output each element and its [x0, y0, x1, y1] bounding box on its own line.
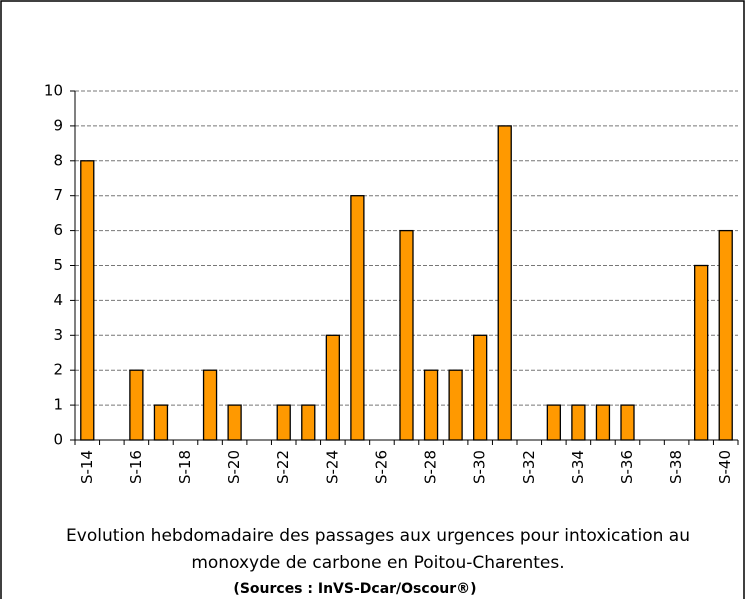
y-tick-label: 2: [53, 361, 63, 379]
y-tick-label: 7: [53, 186, 63, 204]
source: (Sources : InVS-Dcar/Oscour®): [233, 581, 476, 597]
x-tick-label: S-22: [274, 450, 292, 484]
bar: [227, 404, 242, 441]
y-tick-label: 10: [44, 82, 63, 100]
x-tick-label: S-20: [225, 450, 243, 484]
bar: [473, 334, 488, 441]
x-tick-label: S-18: [176, 450, 194, 484]
bar: [350, 195, 365, 441]
x-tick-label: S-28: [422, 450, 440, 484]
x-tick-label: S-36: [618, 450, 636, 484]
y-tick-label: 3: [53, 326, 63, 344]
bar: [423, 369, 439, 441]
bar: [325, 334, 340, 441]
bar: [546, 404, 561, 441]
bar: [276, 404, 291, 441]
bar: [129, 369, 144, 441]
x-tick-label: S-34: [569, 450, 587, 484]
bar: [571, 404, 586, 441]
x-tick-label: S-38: [667, 450, 685, 484]
x-tick-label: S-14: [78, 450, 96, 484]
bar: [80, 160, 95, 441]
bar: [718, 229, 733, 441]
y-tick-label: 9: [53, 116, 63, 134]
x-tick-label: S-24: [323, 450, 341, 484]
x-tick-label: S-16: [127, 450, 145, 484]
y-tick-label: 5: [53, 256, 63, 274]
bar: [153, 404, 169, 441]
x-tick-label: S-26: [372, 450, 390, 484]
bar: [448, 369, 463, 441]
x-tick-label: S-40: [716, 450, 734, 484]
x-tick-label: S-32: [520, 450, 538, 484]
bar: [694, 264, 709, 441]
y-tick-label: 0: [53, 431, 63, 449]
caption-line: Evolution hebdomadaire des passages aux …: [66, 526, 690, 546]
bar: [301, 404, 316, 441]
x-tick-label: S-30: [471, 450, 489, 484]
y-tick-label: 4: [53, 291, 63, 309]
bar: [497, 125, 512, 441]
y-tick-label: 1: [53, 396, 63, 414]
y-tick-label: 8: [53, 151, 63, 169]
bar: [202, 369, 218, 441]
bar: [620, 404, 635, 441]
y-tick-label: 6: [53, 221, 63, 239]
bar: [595, 404, 611, 441]
bar: [399, 229, 414, 441]
caption-line: monoxyde de carbone en Poitou-Charentes.: [191, 553, 564, 573]
